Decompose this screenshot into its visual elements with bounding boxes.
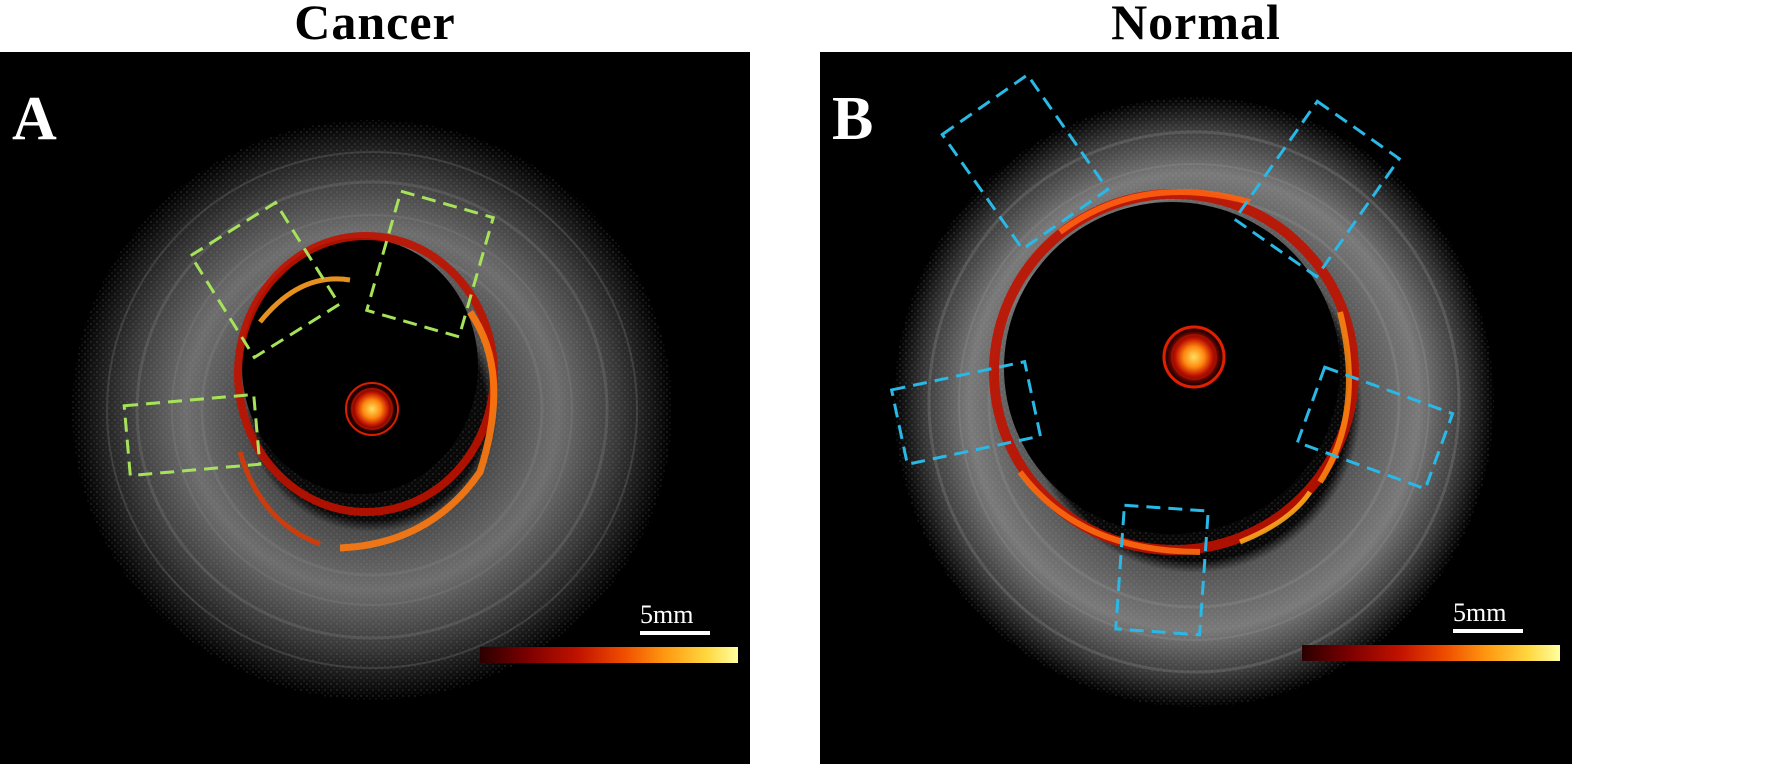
- catheter-core: [1160, 323, 1228, 391]
- roi-box: [889, 359, 1043, 467]
- roi-box: [1295, 365, 1455, 491]
- roi-box: [188, 200, 342, 360]
- lumen: [242, 238, 478, 494]
- scale-bar-label: 5mm: [640, 600, 694, 629]
- image-panel-a: A 5mm: [0, 52, 750, 764]
- catheter-core: [342, 379, 402, 439]
- ultrasound-image-b: [889, 72, 1494, 707]
- scale-bar: [1453, 629, 1523, 633]
- image-panel-b: B 5mm: [820, 52, 1572, 764]
- roi-box: [364, 189, 496, 339]
- ultrasound-image-a: [72, 120, 672, 700]
- column-title-normal: Normal: [1111, 0, 1281, 50]
- panel-label-a: A: [12, 85, 57, 153]
- roi-box: [1232, 99, 1402, 279]
- column-title-cancer: Cancer: [294, 0, 456, 50]
- colormap-bar: [480, 647, 738, 663]
- colormap-bar: [1302, 645, 1560, 661]
- roi-box: [122, 392, 262, 478]
- scale-bar-label: 5mm: [1453, 598, 1507, 627]
- roi-box: [1114, 503, 1210, 637]
- scale-bar: [640, 631, 710, 635]
- panel-label-b: B: [832, 85, 874, 153]
